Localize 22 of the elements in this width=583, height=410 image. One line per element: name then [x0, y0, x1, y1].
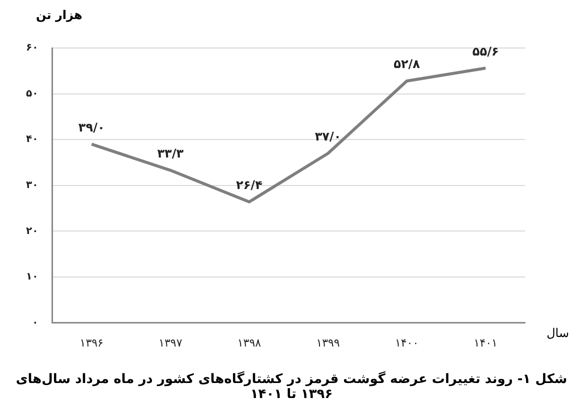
y-axis-title: هزار تن	[35, 8, 84, 24]
y-tick-label: ۲۰	[26, 226, 38, 237]
x-tick-label: ۱۴۰۰	[394, 336, 419, 350]
data-label: ۲۶/۴	[236, 178, 262, 192]
data-label: ۵۵/۶	[472, 44, 499, 58]
y-tick-label: ۰	[32, 317, 38, 328]
y-tick-label: ۳۰	[26, 180, 38, 191]
y-tick-label: ۵۰	[26, 88, 38, 100]
x-tick-label: ۱۳۹۶	[80, 336, 104, 350]
y-tick-label: ۶۰	[26, 42, 38, 54]
data-label: ۳۹/۰	[78, 120, 105, 134]
data-label: ۳۳/۳	[157, 146, 184, 160]
y-tick-label: ۱۰	[26, 272, 38, 283]
x-axis-title: سال	[546, 326, 569, 340]
y-tick-label: ۴۰	[26, 134, 38, 146]
x-tick-label: ۱۳۹۸	[237, 336, 262, 350]
x-tick-label: ۱۴۰۱	[474, 336, 498, 350]
text: شکل ۱- روند تغییرات عرضه گوشت قرمز در کشتارگاه‌های کشور در ماه مرداد سال‌های ۱۳۹۶ تا ۱۴۰۱	[14, 372, 568, 402]
data-label: ۳۷/۰	[314, 129, 342, 144]
data-label: ۵۲/۸	[394, 57, 421, 72]
x-tick-label: ۱۳۹۹	[316, 336, 340, 350]
x-tick-label: ۱۳۹۷	[158, 336, 182, 350]
